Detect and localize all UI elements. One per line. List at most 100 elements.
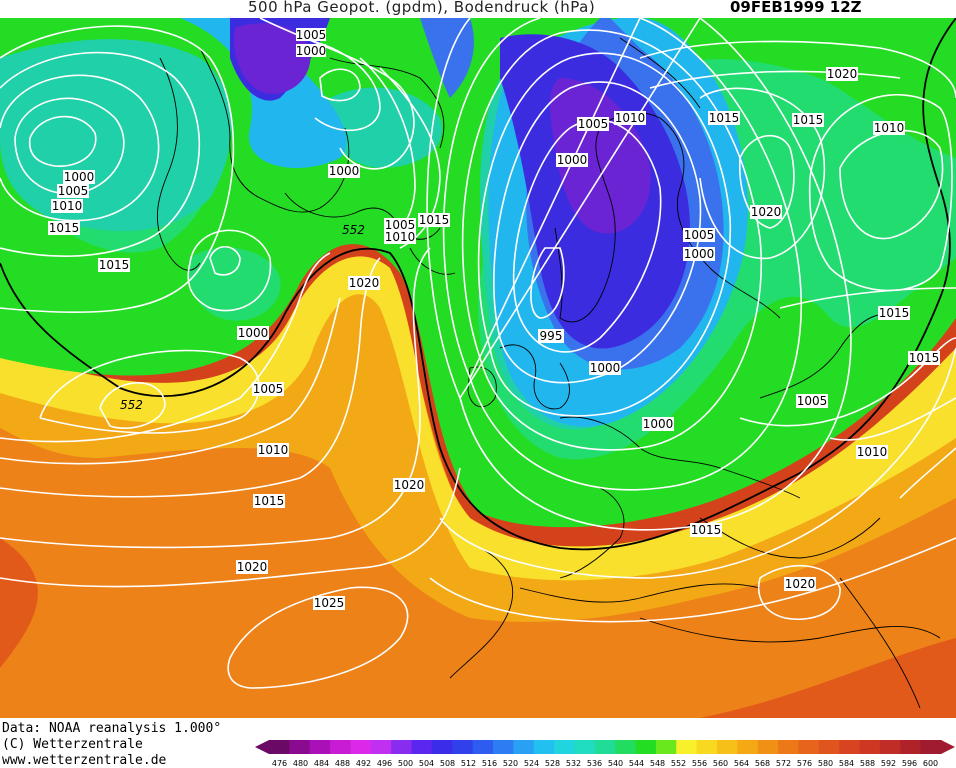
chart-title-main: 500 hPa Geopot. (gpdm), Bodendruck (hPa) (248, 0, 596, 16)
scale-tick-label: 592 (881, 759, 896, 768)
isobar-label: 1010 (614, 111, 646, 125)
isobar-label: 1015 (418, 213, 450, 227)
isobar-label: 1010 (51, 199, 83, 213)
scale-tick-label: 596 (902, 759, 917, 768)
isobar-label: 1005 (577, 117, 609, 131)
svg-text:1020: 1020 (349, 276, 380, 290)
website-link[interactable]: www.wetterzentrale.de (2, 753, 167, 768)
weather-map: 1005 1000 1000 1005 1010 1015 1015 1000 … (0, 18, 956, 718)
isobar-label: 1000 (556, 153, 588, 167)
isobar-label: 1020 (784, 577, 816, 591)
svg-text:1015: 1015 (49, 221, 80, 235)
isobar-label: 1000 (237, 326, 269, 340)
svg-text:1000: 1000 (643, 417, 674, 431)
scale-swatch (839, 740, 861, 754)
scale-tick-label: 568 (755, 759, 770, 768)
svg-text:1020: 1020 (237, 560, 268, 574)
svg-text:1020: 1020 (827, 67, 858, 81)
contour-label: 552 (120, 398, 143, 412)
isobar-label: 1020 (348, 276, 380, 290)
svg-text:1000: 1000 (238, 326, 269, 340)
scale-swatch (350, 740, 372, 754)
scale-tick-label: 512 (461, 759, 476, 768)
svg-text:1005: 1005 (578, 117, 609, 131)
isobar-label: 1005 (683, 228, 715, 242)
scale-swatch (859, 740, 881, 754)
data-credit: Data: NOAA reanalysis 1.000° (2, 721, 222, 736)
isobar-label: 1015 (792, 113, 824, 127)
scale-tick-label: 572 (776, 759, 791, 768)
isobar-label: 1015 (98, 258, 130, 272)
svg-text:1010: 1010 (874, 121, 905, 135)
copyright: (C) Wetterzentrale (2, 737, 143, 752)
scale-swatch (493, 740, 514, 754)
isobar-label: 1010 (856, 445, 888, 459)
svg-text:1020: 1020 (785, 577, 816, 591)
scale-tick-label: 544 (629, 759, 644, 768)
svg-text:1005: 1005 (684, 228, 715, 242)
scale-tick-label: 564 (734, 759, 749, 768)
scale-tick-label: 600 (923, 759, 938, 768)
svg-text:1015: 1015 (793, 113, 824, 127)
svg-text:1005: 1005 (253, 382, 284, 396)
svg-text:1020: 1020 (394, 478, 425, 492)
isobar-label: 1005 (296, 28, 326, 42)
scale-arrow-right (941, 740, 955, 754)
scale-tick-label: 496 (377, 759, 392, 768)
scale-swatch (574, 740, 596, 754)
svg-text:1015: 1015 (419, 213, 450, 227)
isobar-label: 1005 (57, 184, 89, 198)
svg-text:1005: 1005 (385, 218, 416, 232)
svg-text:1000: 1000 (329, 164, 360, 178)
isobar-label: 1000 (683, 247, 715, 261)
scale-tick-label: 588 (860, 759, 875, 768)
scale-tick-label: 552 (671, 759, 686, 768)
svg-text:1015: 1015 (99, 258, 130, 272)
isobar-label: 1025 (313, 596, 345, 610)
scale-swatch (655, 740, 677, 754)
scale-swatch (554, 740, 575, 754)
svg-text:1010: 1010 (615, 111, 646, 125)
isobar-label: 1000 (328, 164, 360, 178)
scale-swatch (737, 740, 759, 754)
scale-swatch (615, 740, 637, 754)
scale-tick-label: 540 (608, 759, 623, 768)
svg-text:1015: 1015 (709, 111, 740, 125)
scale-tick-label: 516 (482, 759, 497, 768)
field-purple (234, 23, 651, 234)
isobar-label: 1020 (236, 560, 268, 574)
scale-swatch (452, 740, 474, 754)
svg-text:1015: 1015 (254, 494, 285, 508)
scale-swatch (757, 740, 779, 754)
field-orange (0, 378, 956, 718)
isobar-label: 1015 (690, 523, 722, 537)
svg-text:1010: 1010 (857, 445, 888, 459)
footer: Data: NOAA reanalysis 1.000° (C) Wetterz… (0, 718, 956, 768)
scale-tick-label: 508 (440, 759, 455, 768)
scale-swatch (798, 740, 820, 754)
scale-tick-label: 584 (839, 759, 854, 768)
svg-text:1010: 1010 (258, 443, 289, 457)
svg-text:1015: 1015 (879, 306, 910, 320)
svg-text:1000: 1000 (64, 170, 95, 184)
scale-tick-label: 580 (818, 759, 833, 768)
scale-arrow-left (255, 740, 269, 754)
scale-swatch (513, 740, 535, 754)
scale-tick-label: 560 (713, 759, 728, 768)
scale-tick-label: 524 (524, 759, 539, 768)
isobar-label: 1005 (252, 382, 284, 396)
isobar-labels: 1005 1000 1000 1005 1010 1015 1015 1000 … (48, 28, 940, 610)
svg-text:1010: 1010 (52, 199, 83, 213)
scale-swatch (778, 740, 799, 754)
isobar-label: 1005 (796, 394, 828, 408)
chart-title: 500 hPa Geopot. (gpdm), Bodendruck (hPa)… (0, 0, 956, 18)
isobar-label: 1010 (873, 121, 905, 135)
contour-label: 552 (342, 223, 365, 237)
scale-swatch (879, 740, 901, 754)
svg-text:995: 995 (540, 329, 563, 343)
svg-text:1020: 1020 (751, 205, 782, 219)
scale-swatch (269, 740, 290, 754)
scale-ticks: 476 480 484 488 492 496 500 504 508 512 516 520 524 5… (272, 759, 938, 768)
scale-swatch (370, 740, 392, 754)
scale-tick-label: 532 (566, 759, 581, 768)
